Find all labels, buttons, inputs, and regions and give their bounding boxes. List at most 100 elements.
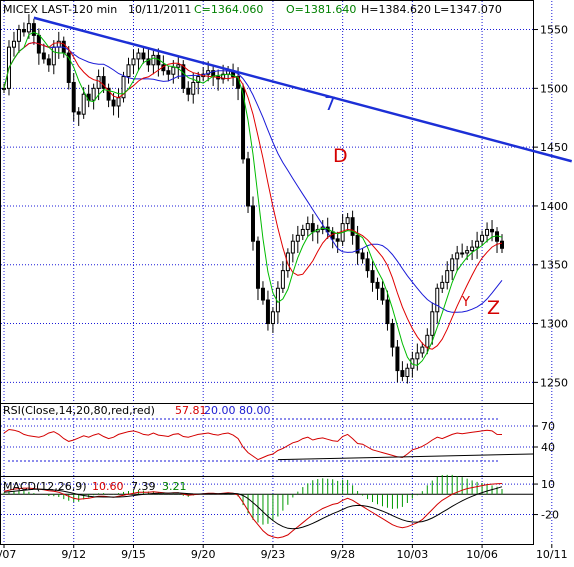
trendline [33, 16, 573, 163]
candle [111, 93, 116, 116]
candle [450, 254, 455, 281]
candle [490, 220, 495, 242]
x-tick-label: 9/23 [261, 548, 286, 561]
y-tick-label: 1250 [540, 376, 568, 389]
macd-panel-frame [0, 476, 534, 545]
x-tick-label: 9/28 [330, 548, 355, 561]
y-tick-label: 1450 [540, 141, 568, 154]
candle [430, 302, 435, 345]
candle [176, 55, 181, 79]
candle [101, 67, 106, 94]
ma-slow-line [3, 41, 503, 313]
x-tick-label: 9/07 [0, 548, 16, 561]
candle [460, 243, 465, 258]
candle [440, 275, 445, 293]
rsi-label: RSI(Close,14,20,80,red,red) [3, 404, 155, 417]
candle [380, 281, 385, 305]
candle [340, 214, 345, 246]
candle [51, 40, 56, 75]
header-close: C=1364.060 [194, 3, 263, 16]
candle [76, 107, 81, 126]
rsi-y-tick-label: 70 [541, 420, 555, 433]
candle [66, 45, 71, 90]
signal-line [3, 486, 503, 530]
header-open: O=1381.640 [286, 3, 356, 16]
x-tick-label: 9/15 [121, 548, 146, 561]
candle [161, 55, 166, 76]
y-tick-label: 1500 [540, 82, 568, 95]
candle [305, 216, 310, 237]
macd-panel: -20 10 MACD(12,26,9) 10.60 7.39 3.21 [0, 474, 559, 545]
candle [156, 48, 161, 77]
candle [495, 227, 500, 253]
candle [425, 328, 430, 355]
macd-value: 10.60 [92, 480, 124, 493]
ma-fast-line [3, 31, 503, 366]
macd-y-tick-label: -20 [541, 509, 559, 522]
candle [455, 245, 460, 271]
candle [300, 224, 305, 241]
candle [71, 73, 76, 122]
candle [151, 50, 156, 75]
z-label: Z [487, 297, 500, 319]
rsi-line [3, 428, 503, 461]
rsi-divergence-line [277, 453, 534, 461]
candle [335, 231, 340, 253]
d-label: D [333, 145, 348, 167]
candle [2, 83, 6, 94]
candle [131, 49, 136, 75]
candle [251, 196, 255, 251]
macd-y-tick-label: 10 [541, 478, 555, 491]
candle [385, 290, 390, 331]
x-tick-label: 10/06 [466, 548, 498, 561]
macd-label: MACD(12,26,9) [3, 480, 87, 493]
candle [246, 151, 251, 213]
candle [350, 210, 355, 245]
signal-value: 7.39 [131, 480, 156, 493]
candle [480, 230, 485, 246]
candle [400, 361, 405, 382]
price-panel-frame [0, 0, 534, 404]
candle [191, 73, 196, 104]
rsi-high-value: 80.00 [239, 404, 271, 417]
candle [171, 60, 176, 84]
macd-legend: MACD(12,26,9) 10.60 7.39 3.21 [3, 480, 187, 493]
macd-histogram [3, 474, 503, 525]
header-line: MICEX LAST-120 min 10/11/2011 C=1364.060… [3, 3, 502, 16]
candle [290, 234, 295, 263]
hist-value: 3.21 [162, 480, 187, 493]
rsi-low-value: 20.00 [204, 404, 236, 417]
trendline-label: 7 [324, 93, 336, 115]
candle [126, 57, 131, 84]
y-tick-label: 1550 [540, 24, 568, 37]
candle [116, 88, 121, 118]
candle [46, 54, 51, 72]
candle [81, 87, 86, 119]
macd-y-axis: -20 10 [533, 478, 559, 522]
candle [395, 340, 400, 383]
candle [280, 261, 285, 293]
candle [485, 222, 490, 243]
candle [141, 45, 146, 64]
candle [415, 343, 420, 371]
rsi-y-axis: 40 70 [533, 420, 555, 454]
candle [91, 83, 96, 110]
candle [260, 281, 265, 305]
candle [16, 24, 21, 54]
candle [41, 43, 46, 64]
rsi-legend: RSI(Close,14,20,80,red,red) 57.81 20.00 … [3, 404, 271, 417]
y-tick-label: 1300 [540, 318, 568, 331]
candle [315, 224, 320, 244]
x-axis: 9/07 9/12 9/15 9/20 9/23 9/28 10/03 10/06 10/11 [0, 544, 568, 561]
candlesticks [2, 14, 504, 384]
candle [146, 49, 151, 72]
header-symbol: MICEX LAST-120 min [3, 3, 117, 16]
x-tick-label: 9/20 [191, 548, 216, 561]
candle [295, 225, 300, 253]
candle [56, 31, 61, 59]
header-date: 10/11/2011 [128, 3, 191, 16]
candle [475, 231, 480, 259]
price-y-axis: 1250 1300 1350 1400 1450 1500 1550 [533, 24, 568, 389]
x-tick-label: 10/03 [397, 548, 429, 561]
